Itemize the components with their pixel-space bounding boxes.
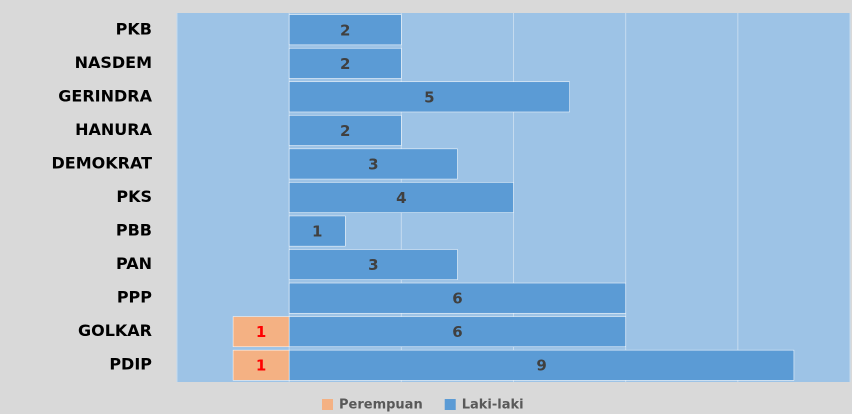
legend-label: Laki-laki — [462, 398, 524, 413]
category-label: PKS — [116, 187, 152, 206]
category-label: NASDEM — [75, 53, 152, 72]
legend-swatch — [322, 399, 333, 410]
bar — [288, 215, 346, 247]
category-label: DEMOKRAT — [51, 153, 152, 172]
bar — [288, 249, 458, 280]
legend-label: Perempuan — [339, 398, 423, 413]
bar — [288, 349, 795, 381]
value-label: 1 — [312, 223, 322, 241]
value-label: 1 — [256, 323, 266, 341]
bar — [288, 81, 570, 113]
bar — [288, 182, 514, 213]
value-label: 6 — [452, 290, 462, 308]
value-label: 2 — [340, 55, 350, 73]
value-label: 2 — [340, 21, 350, 39]
category-label: PAN — [116, 254, 152, 273]
bar — [288, 316, 626, 348]
bar — [288, 47, 402, 79]
value-label: 3 — [368, 256, 378, 274]
bar — [232, 349, 290, 381]
category-label: HANURA — [75, 120, 152, 139]
legend-swatch — [444, 399, 456, 410]
bar — [232, 316, 290, 348]
bar — [288, 14, 402, 46]
category-label: PKB — [116, 19, 152, 38]
category-label: PDIP — [109, 355, 152, 374]
bar — [288, 282, 626, 314]
value-label: 4 — [396, 189, 406, 207]
category-label: GOLKAR — [78, 321, 152, 340]
value-label: 1 — [256, 357, 266, 375]
bar — [288, 148, 458, 180]
value-label: 3 — [368, 155, 378, 173]
bar — [288, 115, 402, 146]
category-label: PPP — [117, 288, 152, 307]
value-label: 5 — [424, 88, 434, 106]
category-label: GERINDRA — [58, 86, 152, 105]
value-label: 6 — [452, 323, 462, 341]
value-label: 2 — [340, 122, 350, 140]
category-label: PBB — [116, 221, 152, 240]
value-label: 9 — [536, 357, 546, 375]
